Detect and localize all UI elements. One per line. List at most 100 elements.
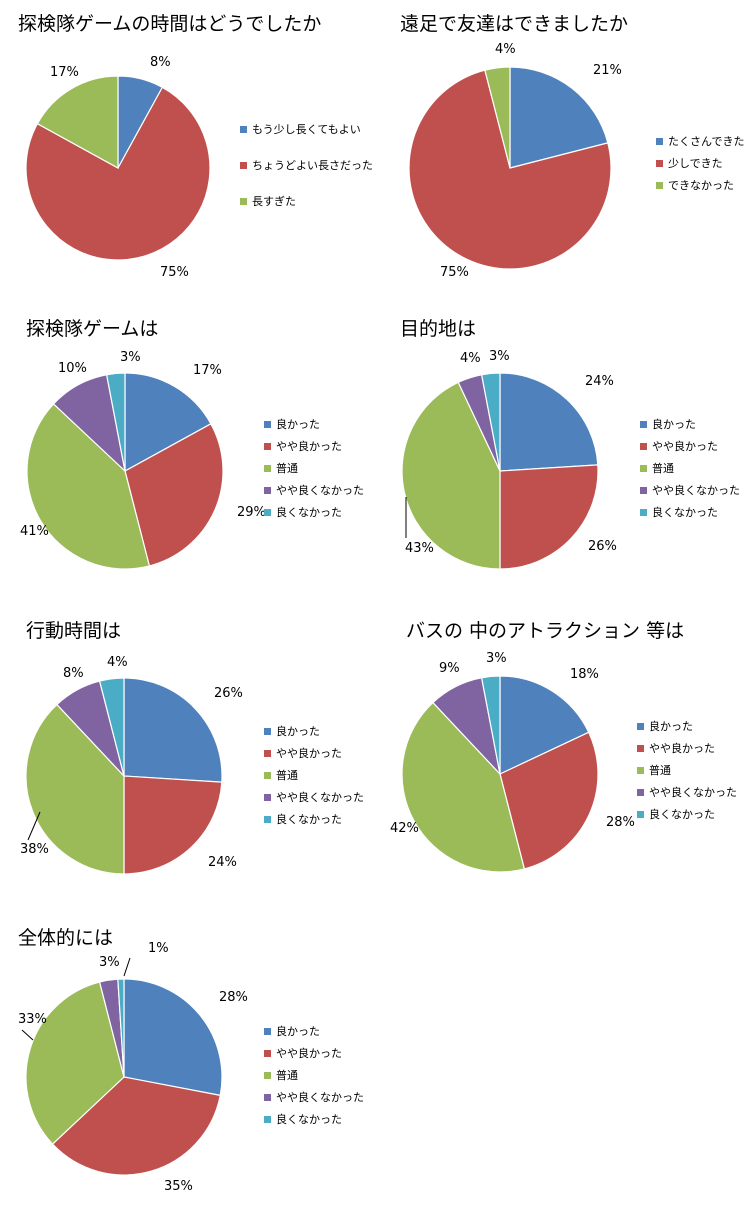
pie-slice bbox=[484, 66, 511, 169]
data-label: 21% bbox=[593, 63, 622, 78]
legend-label: やや良くなかった bbox=[276, 483, 364, 497]
legend-swatch bbox=[264, 794, 271, 801]
legend-swatch bbox=[637, 745, 644, 752]
legend-label: やや良かった bbox=[649, 741, 715, 755]
legend-swatch bbox=[264, 772, 271, 779]
data-label: 4% bbox=[107, 655, 128, 670]
legend-label: やや良くなかった bbox=[652, 483, 740, 497]
legend-label: 普通 bbox=[276, 1068, 298, 1082]
legend-label: 良かった bbox=[276, 724, 320, 738]
data-label: 35% bbox=[164, 1179, 193, 1194]
legend-label: やや良くなかった bbox=[276, 790, 364, 804]
chart-title: 全体的には bbox=[18, 927, 113, 949]
data-label: 29% bbox=[237, 505, 266, 520]
legend-label: 普通 bbox=[652, 461, 674, 475]
legend-label: やや良くなかった bbox=[649, 785, 737, 799]
legend-swatch bbox=[264, 487, 271, 494]
legend-swatch bbox=[264, 465, 271, 472]
data-label: 8% bbox=[150, 55, 171, 70]
chart-title: 行動時間は bbox=[26, 620, 121, 642]
data-label: 4% bbox=[460, 351, 481, 366]
legend-label: やや良かった bbox=[276, 439, 342, 453]
legend-swatch bbox=[656, 182, 663, 189]
legend-swatch bbox=[264, 421, 271, 428]
legend-swatch bbox=[264, 1072, 271, 1079]
pie-slice bbox=[401, 701, 526, 873]
legend-label: やや良くなかった bbox=[276, 1090, 364, 1104]
pie-chart-3: 探検隊ゲームは 17% 29% 41% 10% 3% 良かったやや良かった普通やや良くなかっ… bbox=[20, 318, 364, 570]
legend-swatch bbox=[637, 767, 644, 774]
data-label: 3% bbox=[120, 350, 141, 365]
legend-label: たくさんできた bbox=[668, 135, 744, 148]
data-label: 75% bbox=[160, 265, 189, 280]
legend-swatch bbox=[240, 162, 247, 169]
pie-slice bbox=[401, 381, 501, 570]
pie-slice bbox=[123, 978, 223, 1097]
legend-swatch bbox=[640, 443, 647, 450]
legend-swatch bbox=[640, 465, 647, 472]
pie-slice bbox=[124, 372, 212, 473]
pie-chart-7: 全体的には 28% 35% 33% 3% 1% 良かったやや良かった普通やや良くなかった良く… bbox=[18, 927, 364, 1194]
pie-slice bbox=[117, 978, 125, 1078]
chart-title: 遠足で友達はできましたか bbox=[400, 13, 628, 35]
legend-label: もう少し長くてもよい bbox=[252, 123, 361, 136]
data-label: 33% bbox=[18, 1012, 47, 1027]
data-label: 42% bbox=[390, 821, 419, 836]
pie-slice bbox=[51, 1076, 221, 1176]
legend-swatch bbox=[264, 750, 271, 757]
pie-slice bbox=[25, 981, 125, 1145]
data-label: 24% bbox=[208, 855, 237, 870]
pie-slice bbox=[98, 677, 125, 777]
pie-slice bbox=[509, 66, 609, 169]
data-label: 75% bbox=[440, 265, 469, 280]
pie-slice bbox=[105, 372, 126, 472]
legend-label: やや良かった bbox=[276, 1046, 342, 1060]
legend-swatch bbox=[240, 198, 247, 205]
chart-title: 目的地は bbox=[400, 318, 476, 340]
pie-slice bbox=[499, 372, 599, 472]
legend-label: 普通 bbox=[276, 768, 298, 782]
legend-label: 良くなかった bbox=[276, 1112, 342, 1126]
pie-slice bbox=[26, 403, 151, 570]
data-label: 3% bbox=[489, 349, 510, 364]
legend-label: 普通 bbox=[276, 461, 298, 475]
legend-label: 普通 bbox=[649, 763, 671, 777]
legend-swatch bbox=[637, 811, 644, 818]
data-label: 3% bbox=[486, 651, 507, 666]
legend-label: できなかった bbox=[668, 179, 734, 192]
legend-label: やや良かった bbox=[652, 439, 718, 453]
data-label: 10% bbox=[58, 361, 87, 376]
pie-slice bbox=[499, 731, 599, 870]
legend-swatch bbox=[640, 509, 647, 516]
leader-line bbox=[123, 957, 131, 977]
chart-title: 探検隊ゲームの時間はどうでしたか bbox=[18, 13, 321, 35]
legend-label: 良くなかった bbox=[276, 505, 342, 519]
chart-title: 探検隊ゲームは bbox=[26, 318, 158, 340]
pie-slice bbox=[124, 422, 224, 567]
legend-swatch bbox=[264, 509, 271, 516]
pie-slice bbox=[123, 775, 223, 875]
legend-label: 良かった bbox=[276, 417, 320, 431]
data-label: 1% bbox=[148, 941, 169, 956]
pie-slice bbox=[499, 675, 590, 775]
legend-label: 良かった bbox=[649, 719, 693, 733]
pie-chart-4: 目的地は 24% 26% 43% 4% 3% 良かったやや良かった普通やや良くなかった良くな… bbox=[400, 318, 740, 570]
data-label: 28% bbox=[219, 990, 248, 1005]
pie-slice bbox=[499, 464, 599, 570]
data-label: 17% bbox=[50, 65, 79, 80]
pie-slice bbox=[123, 677, 223, 783]
legend-swatch bbox=[264, 1116, 271, 1123]
pie-slice bbox=[480, 372, 501, 472]
leader-line bbox=[21, 1029, 34, 1041]
data-label: 18% bbox=[570, 667, 599, 682]
pie-chart-5: 行動時間は 26% 24% 38% 8% 4% 良かったやや良かった普通やや良くなかった良く… bbox=[20, 620, 364, 875]
legend-label: 長すぎた bbox=[252, 194, 296, 208]
chart-title: バスの 中のアトラクション 等は bbox=[406, 620, 684, 642]
data-label: 43% bbox=[405, 541, 434, 556]
legend-label: 少しできた bbox=[668, 157, 723, 170]
legend-label: 良くなかった bbox=[276, 812, 342, 826]
pie-chart-6: バスの 中のアトラクション 等は 18% 28% 42% 9% 3% 良かったやや良かった普… bbox=[390, 620, 737, 873]
data-label: 17% bbox=[193, 363, 222, 378]
